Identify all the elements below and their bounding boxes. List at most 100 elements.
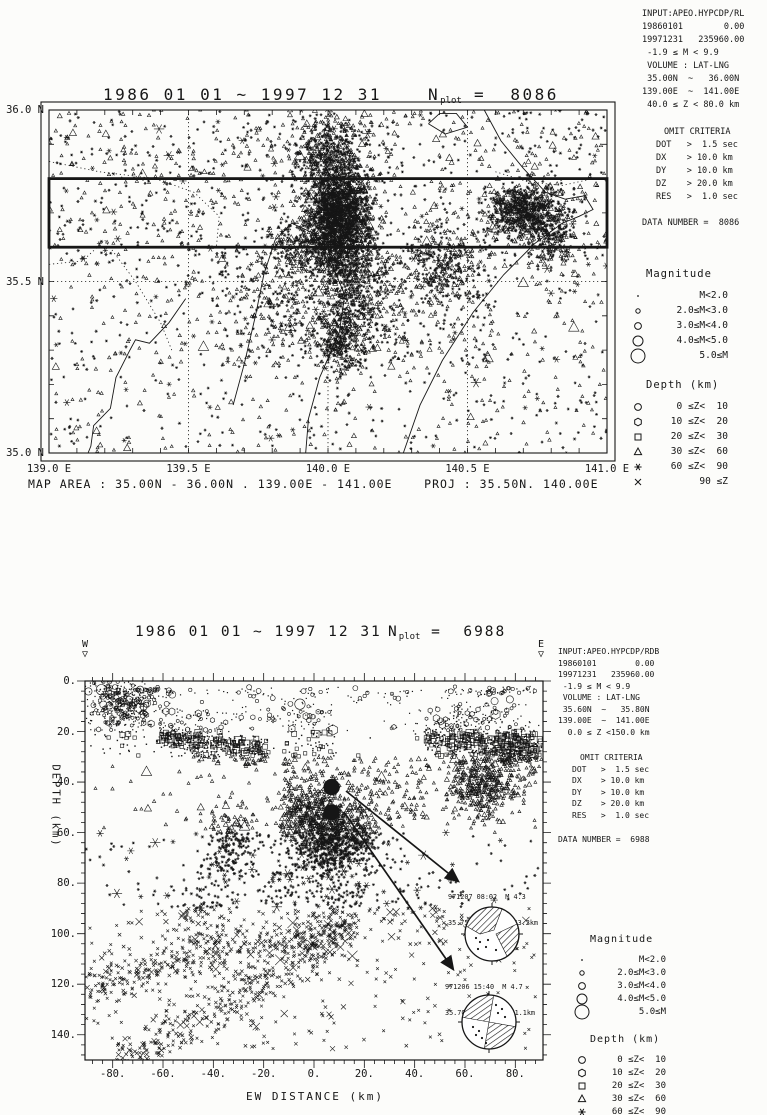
omit-criteria-row: RES > 1.0 sec bbox=[572, 810, 650, 820]
focal-annotation-1-line2: 35.75N 140.10E H43.2km bbox=[448, 918, 539, 927]
legend-symbol bbox=[628, 348, 648, 364]
omit-criteria-row: DY > 10.0 km bbox=[656, 166, 733, 176]
side-info-line: 139.00E ~ 141.00E bbox=[558, 716, 650, 725]
map-lon-tick-label: 140.5 E bbox=[445, 463, 490, 475]
depth-legend-row: 10 ≤Z< 20 bbox=[628, 414, 728, 429]
legend-symbol bbox=[572, 1052, 592, 1068]
legend-symbol bbox=[628, 459, 648, 475]
west-marker: W ▽ bbox=[81, 639, 89, 660]
data-number-line: DATA NUMBER = 6988 bbox=[558, 835, 650, 844]
magnitude-legend-label: 2.0≤M<3.0 bbox=[676, 305, 728, 316]
triangle-symbol-icon bbox=[633, 446, 643, 455]
focal-annotation-2-line1: 971206 15:40 M 4.7 bbox=[445, 983, 523, 991]
omit-criteria-row: RES > 1.0 sec bbox=[656, 192, 738, 202]
depth-legend-label: 10 ≤Z< 20 bbox=[670, 416, 728, 427]
depth-legend-row: 20 ≤Z< 30 bbox=[628, 429, 728, 444]
omit-criteria-title: OMIT CRITERIA bbox=[580, 753, 643, 762]
magnitude-legend-row: 5.0≤M bbox=[572, 1004, 666, 1019]
side-info-line: 35.60N ~ 35.80N bbox=[558, 704, 650, 714]
map-lat-tick-label: 36.0 N bbox=[6, 104, 44, 116]
omit-criteria-row: DZ > 20.0 km bbox=[572, 799, 645, 808]
magnitude-legend-row: 4.0≤M<5.0 bbox=[572, 992, 666, 1005]
depth-legend-row: 0 ≤Z< 10 bbox=[572, 1053, 666, 1066]
omit-criteria-row: DX > 10.0 km bbox=[656, 153, 733, 163]
depth-legend-label: 0 ≤Z< 10 bbox=[611, 1054, 666, 1065]
depth-legend-label: 10 ≤Z< 20 bbox=[611, 1067, 666, 1078]
c3-symbol-icon bbox=[576, 993, 588, 1004]
hex-symbol-icon bbox=[578, 1068, 586, 1077]
c2-symbol-icon bbox=[634, 321, 642, 330]
side-info-line: INPUT:APEO.HYPCDP/RL bbox=[642, 9, 745, 19]
omit-criteria-row: DY > 10.0 km bbox=[572, 787, 645, 797]
omit-criteria-row: DOT > 1.5 sec bbox=[572, 764, 650, 774]
depth-axis-label: DEPTH (km) bbox=[49, 764, 62, 848]
magnitude-legend-row: 2.0≤M<3.0 bbox=[628, 303, 728, 318]
map-side-info: INPUT:APEO.HYPCDP/RL 19860101 0.00 1997123… bbox=[642, 8, 744, 230]
legend-symbol bbox=[572, 1091, 592, 1107]
side-info-line: -1.9 ≤ M < 9.9 bbox=[642, 48, 719, 58]
c3-symbol-icon bbox=[632, 335, 644, 346]
ew-distance-axis-label: EW DISTANCE (km) bbox=[246, 1090, 384, 1103]
legend-symbol bbox=[572, 952, 592, 968]
legend-symbol bbox=[628, 399, 648, 415]
legend-symbol bbox=[572, 978, 592, 994]
section-side-info: INPUT:APEO.HYPCDP/RDB 19860101 0.00 199712… bbox=[558, 646, 659, 846]
magnitude-legend-label: M<2.0 bbox=[699, 290, 728, 301]
section-depth-tick-label: 60. bbox=[57, 826, 76, 839]
legend-symbol bbox=[572, 1065, 592, 1081]
map-legend: Magnitude M<2.0 2.0≤M<3.0 3.0≤M<4.0 4.0≤M<5.… bbox=[628, 268, 728, 489]
section-depth-tick-label: 0. bbox=[63, 675, 76, 687]
c2-symbol-icon bbox=[578, 981, 586, 990]
depth-legend-label: 60 ≤Z< 90 bbox=[611, 1106, 666, 1115]
legend-symbol bbox=[628, 444, 648, 460]
map-lon-tick-label: 139.5 E bbox=[166, 463, 211, 475]
depth-legend-row: 60 ≤Z< 90 bbox=[572, 1105, 666, 1115]
magnitude-legend-row: M<2.0 bbox=[628, 288, 728, 303]
side-info-line: 139.00E ~ 141.00E bbox=[642, 87, 740, 97]
circle-symbol-icon bbox=[578, 1055, 586, 1064]
section-legend: Magnitude M<2.0 2.0≤M<3.0 3.0≤M<4.0 4.0≤M<5.… bbox=[572, 934, 666, 1115]
star-symbol-icon bbox=[634, 463, 642, 470]
star-symbol-icon bbox=[578, 1108, 586, 1115]
depth-legend-row: 20 ≤Z< 30 bbox=[572, 1079, 666, 1092]
map-lat-tick-label: 35.5 N bbox=[6, 275, 44, 288]
c4-symbol-icon bbox=[574, 1004, 590, 1019]
depth-legend-row: 10 ≤Z< 20 bbox=[572, 1066, 666, 1079]
magnitude-legend-row: M<2.0 bbox=[572, 953, 666, 966]
legend-symbol bbox=[628, 414, 648, 430]
section-depth-tick-label: 120. bbox=[50, 978, 76, 991]
map-lon-tick-label: 140.0 E bbox=[305, 463, 351, 475]
magnitude-legend-row: 3.0≤M<4.0 bbox=[628, 318, 728, 333]
dot-symbol-icon bbox=[637, 294, 639, 297]
depth-legend-label: 90 ≤Z bbox=[699, 476, 728, 487]
map-nplot: Nplot = 8086 bbox=[428, 85, 559, 106]
depth-legend-row: 30 ≤Z< 60 bbox=[628, 444, 728, 459]
section-distance-tick-label: 0. bbox=[307, 1068, 321, 1080]
map-nplot-eq: = 8086 bbox=[461, 85, 559, 104]
omit-criteria-title: OMIT CRITERIA bbox=[664, 127, 731, 137]
section-distance-tick-label: -40. bbox=[200, 1068, 226, 1080]
legend-symbol bbox=[572, 991, 592, 1007]
section-nplot-n: N bbox=[388, 624, 399, 640]
section-depth-tick-label: 80. bbox=[57, 877, 76, 890]
depth-legend-label: 30 ≤Z< 60 bbox=[670, 446, 728, 457]
west-marker-triangle-icon: ▽ bbox=[81, 649, 89, 660]
depth-legend-label: 30 ≤Z< 60 bbox=[611, 1093, 666, 1104]
square-symbol-icon bbox=[634, 433, 642, 440]
legend-symbol bbox=[628, 474, 648, 490]
magnitude-legend-label: 5.0≤M bbox=[699, 350, 728, 361]
omit-criteria-row: DX > 10.0 km bbox=[572, 776, 645, 785]
magnitude-legend-label: 3.0≤M<4.0 bbox=[617, 980, 666, 991]
legend-symbol bbox=[628, 288, 648, 304]
legend-symbol bbox=[628, 333, 648, 349]
side-info-line: 19971231 235960.00 bbox=[558, 670, 655, 679]
section-depth-tick-label: 100. bbox=[50, 927, 76, 940]
map-lon-tick-label: 139.0 E bbox=[26, 463, 72, 475]
depth-legend-row: 30 ≤Z< 60 bbox=[572, 1092, 666, 1105]
magnitude-legend-title: Magnitude bbox=[646, 268, 712, 280]
legend-symbol bbox=[572, 965, 592, 981]
side-info-line: INPUT:APEO.HYPCDP/RDB bbox=[558, 647, 660, 656]
depth-legend-row: 60 ≤Z< 90 bbox=[628, 459, 728, 474]
magnitude-legend-label: M<2.0 bbox=[638, 954, 666, 965]
side-info-line: VOLUME : LAT-LNG bbox=[642, 61, 729, 71]
